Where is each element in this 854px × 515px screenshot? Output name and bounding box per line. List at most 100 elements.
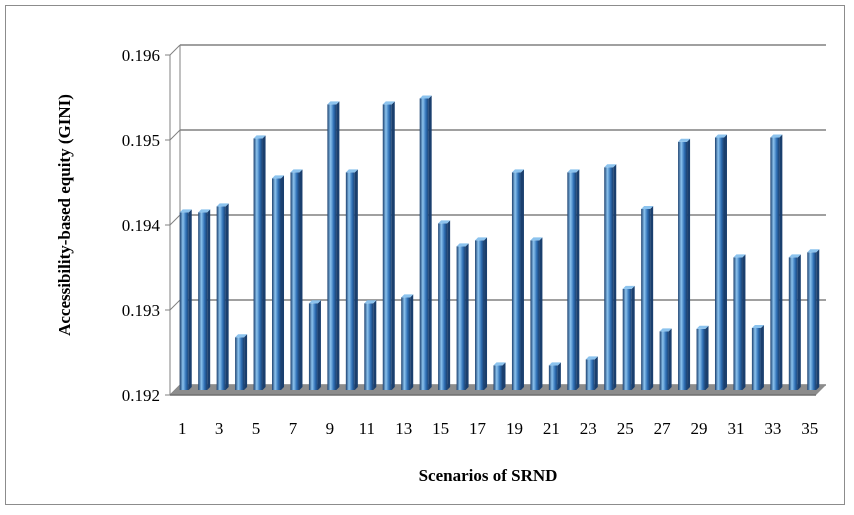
bar <box>641 205 654 390</box>
bar <box>548 362 561 390</box>
bar-front <box>345 172 355 390</box>
x-tick-label: 31 <box>727 419 744 438</box>
bar-side <box>354 169 358 390</box>
bar-top <box>622 285 635 289</box>
bar-top <box>179 209 192 213</box>
bar-side <box>723 134 727 390</box>
bar <box>272 175 285 390</box>
bar-top <box>604 164 617 168</box>
bar-top <box>364 300 377 304</box>
bar-front <box>696 328 706 390</box>
bar <box>530 237 543 390</box>
bar-front <box>216 206 226 390</box>
bar-top <box>308 300 321 304</box>
bar-front <box>272 178 282 390</box>
bar <box>179 209 192 390</box>
bar-top <box>253 135 266 139</box>
x-tick-label: 21 <box>543 419 560 438</box>
bar <box>290 169 303 390</box>
bar <box>567 169 580 390</box>
bar-front <box>179 212 189 390</box>
bar-front <box>604 167 614 390</box>
y-tick-label: 0.192 <box>122 386 160 405</box>
bar-front <box>364 303 374 390</box>
bar <box>659 328 672 390</box>
bar-front <box>327 104 337 391</box>
y-tick-label: 0.194 <box>122 216 161 235</box>
bar <box>622 285 635 390</box>
bar-top <box>235 334 248 338</box>
bar-side <box>428 95 432 390</box>
gridline-side <box>169 214 181 226</box>
bar-side <box>299 169 303 390</box>
bar-front <box>401 297 411 390</box>
bar-side <box>502 362 506 390</box>
bar-side <box>816 249 820 390</box>
x-tick-label: 7 <box>289 419 298 438</box>
y-tick-labels: 0.192 0.193 0.194 0.195 0.196 <box>122 46 161 405</box>
bar-front <box>788 257 798 390</box>
x-tick-label: 11 <box>359 419 375 438</box>
bar-top <box>567 169 580 173</box>
bar-front <box>807 252 817 390</box>
bar-top <box>290 169 303 173</box>
bar-side <box>613 164 617 390</box>
bar-top <box>345 169 358 173</box>
bar-front <box>308 303 318 390</box>
bar <box>475 237 488 390</box>
bar-side <box>391 101 395 391</box>
bar-side <box>687 138 691 390</box>
bar-side <box>650 205 654 390</box>
x-tick-label: 15 <box>432 419 449 438</box>
bar-top <box>272 175 285 179</box>
bar-side <box>317 300 321 390</box>
bar-top <box>511 169 524 173</box>
x-tick-label: 29 <box>691 419 708 438</box>
bar-top <box>438 220 451 224</box>
bar-front <box>419 98 429 390</box>
bar-front <box>511 172 521 390</box>
bar-top <box>696 325 709 329</box>
bar <box>770 134 783 390</box>
bar-top <box>530 237 543 241</box>
x-tick-label: 9 <box>326 419 335 438</box>
x-tick-label: 35 <box>801 419 818 438</box>
bar-top <box>401 294 414 298</box>
x-tick-label: 1 <box>178 419 187 438</box>
bar <box>308 300 321 390</box>
bar-side <box>557 362 561 390</box>
bar-side <box>188 209 192 390</box>
bar-side <box>373 300 377 390</box>
bar-side <box>465 243 469 390</box>
bar-side <box>539 237 543 390</box>
bar <box>788 254 801 390</box>
bar <box>511 169 524 390</box>
bar-top <box>733 254 746 258</box>
bar-top <box>714 134 727 138</box>
x-tick-label: 27 <box>654 419 672 438</box>
bar-side <box>336 101 340 391</box>
bar <box>604 164 617 390</box>
bar <box>678 138 691 390</box>
bar-front <box>567 172 577 390</box>
bar-top <box>198 209 211 213</box>
bar-front <box>456 246 466 390</box>
bar-top <box>216 203 229 207</box>
bar-top <box>419 95 432 99</box>
bar-top <box>678 138 691 142</box>
bar <box>327 101 340 391</box>
x-tick-label: 25 <box>617 419 634 438</box>
bar-side <box>705 325 709 390</box>
bar-top <box>493 362 506 366</box>
bar-top <box>788 254 801 258</box>
bar-side <box>410 294 414 390</box>
x-tick-label: 19 <box>506 419 523 438</box>
bar-top <box>659 328 672 332</box>
bar <box>456 243 469 390</box>
bar-side <box>225 203 229 390</box>
x-tick-label: 5 <box>252 419 261 438</box>
bar-side <box>576 169 580 390</box>
bar-front <box>290 172 300 390</box>
bar-front <box>235 337 245 390</box>
